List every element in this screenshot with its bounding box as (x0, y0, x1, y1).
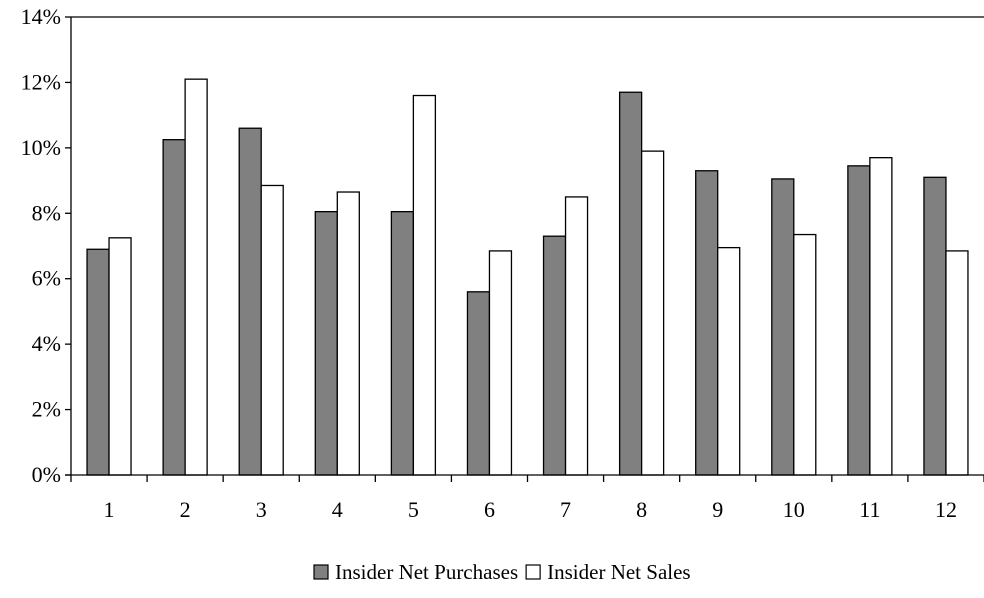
x-tick-label: 8 (636, 497, 647, 522)
bar-net-sales-2 (184, 78, 208, 476)
bar-net-sales-11 (869, 157, 893, 476)
x-tick-label: 3 (256, 497, 267, 522)
bar-net-sales-7 (564, 196, 589, 476)
bar-net-purchases-9 (695, 170, 719, 476)
legend: Insider Net Purchases Insider Net Sales (313, 560, 691, 584)
bar-net-sales-6 (488, 250, 513, 476)
y-tick-label: 4% (32, 331, 61, 356)
bar-net-sales-5 (412, 94, 437, 476)
y-tick-label: 2% (32, 397, 61, 422)
x-tick-label: 7 (560, 497, 571, 522)
x-tick-label: 2 (180, 497, 191, 522)
bar-net-purchases-10 (771, 178, 795, 476)
bar-net-purchases-3 (238, 127, 262, 476)
bar-net-purchases-11 (847, 165, 871, 476)
axes-layer: 0%2%4%6%8%10%12%14%1 2 3 4 5 6 7 8 9 10 11 12 (21, 4, 984, 522)
y-tick-label: 6% (32, 266, 61, 291)
y-tick-label: 14% (21, 4, 61, 29)
bar-net-sales-8 (640, 150, 665, 476)
legend-label-net-sales: Insider Net Sales (547, 560, 690, 584)
y-tick-label: 10% (21, 135, 61, 160)
bar-net-purchases-1 (86, 248, 110, 476)
bar-net-purchases-6 (466, 291, 491, 476)
x-tick-label: 11 (859, 497, 880, 522)
x-tick-label: 9 (712, 497, 723, 522)
bar-net-purchases-2 (162, 139, 186, 476)
bar-net-sales-4 (336, 191, 360, 476)
x-tick-label: 10 (783, 497, 805, 522)
bar-net-purchases-12 (923, 176, 947, 476)
x-tick-label: 5 (408, 497, 419, 522)
bar-net-purchases-7 (542, 235, 567, 476)
y-tick-label: 8% (32, 200, 61, 225)
bar-net-sales-9 (717, 246, 741, 476)
x-tick-label: 1 (104, 497, 115, 522)
legend-label-net-purchases: Insider Net Purchases (335, 560, 518, 584)
bar-net-sales-1 (108, 237, 132, 476)
legend-swatch-net-sales (525, 564, 541, 580)
bar-net-purchases-4 (314, 210, 338, 476)
bar-net-purchases-8 (618, 91, 643, 476)
x-tick-label: 12 (935, 497, 957, 522)
bars-layer (86, 78, 969, 476)
bar-net-sales-12 (945, 250, 969, 476)
bar-net-sales-3 (260, 184, 284, 476)
x-tick-label: 4 (332, 497, 343, 522)
bar-net-sales-10 (793, 233, 817, 476)
bar-net-purchases-5 (390, 210, 415, 476)
legend-swatch-net-purchases (313, 564, 329, 580)
y-tick-label: 0% (32, 462, 61, 487)
y-tick-label: 12% (21, 69, 61, 94)
x-tick-label: 6 (484, 497, 495, 522)
